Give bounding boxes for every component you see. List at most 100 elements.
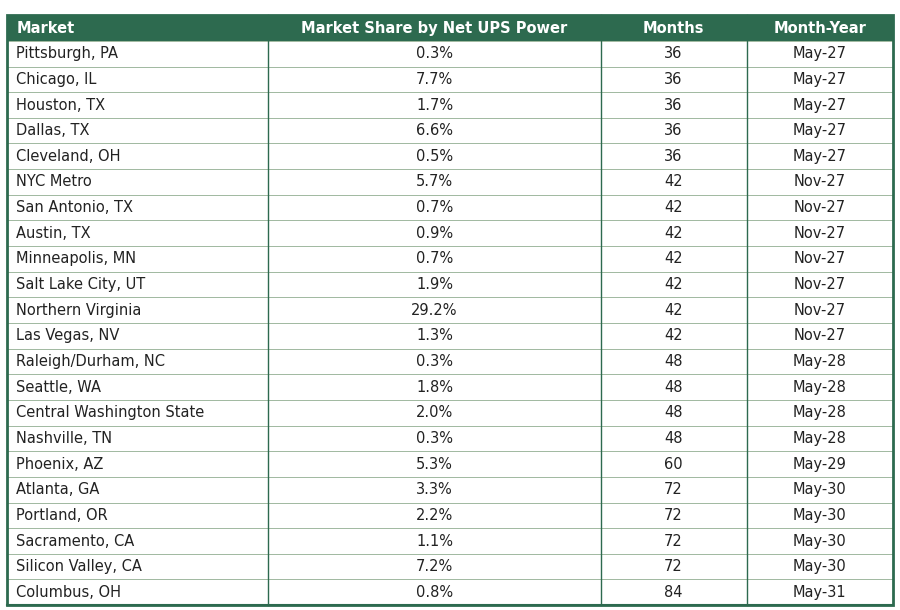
Text: 0.9%: 0.9%: [416, 226, 453, 241]
Text: 0.8%: 0.8%: [416, 585, 453, 600]
Text: Months: Months: [643, 21, 705, 35]
Text: 1.1%: 1.1%: [416, 534, 453, 548]
Bar: [7, 297, 268, 323]
Bar: [747, 118, 893, 143]
Bar: [600, 41, 747, 66]
Text: 7.7%: 7.7%: [416, 72, 453, 87]
Text: 36: 36: [664, 46, 683, 61]
Bar: [600, 195, 747, 220]
Text: Portland, OR: Portland, OR: [16, 508, 108, 523]
Bar: [7, 220, 268, 246]
Bar: [747, 400, 893, 426]
Bar: [268, 92, 600, 118]
Text: Nov-27: Nov-27: [794, 226, 846, 241]
Bar: [600, 503, 747, 528]
Bar: [747, 271, 893, 297]
Text: Silicon Valley, CA: Silicon Valley, CA: [16, 559, 142, 574]
Text: May-29: May-29: [793, 456, 847, 472]
Text: San Antonio, TX: San Antonio, TX: [16, 200, 133, 215]
Bar: [7, 169, 268, 195]
Bar: [268, 554, 600, 580]
Text: Cleveland, OH: Cleveland, OH: [16, 149, 121, 164]
Bar: [268, 246, 600, 271]
Text: Salt Lake City, UT: Salt Lake City, UT: [16, 277, 146, 292]
Bar: [747, 169, 893, 195]
Bar: [7, 92, 268, 118]
Bar: [7, 195, 268, 220]
Bar: [268, 580, 600, 605]
Bar: [747, 323, 893, 349]
Bar: [747, 426, 893, 451]
Bar: [600, 143, 747, 169]
Bar: [268, 400, 600, 426]
Text: 5.3%: 5.3%: [416, 456, 453, 472]
Text: 1.9%: 1.9%: [416, 277, 453, 292]
Bar: [747, 554, 893, 580]
Text: Austin, TX: Austin, TX: [16, 226, 91, 241]
Text: 48: 48: [664, 354, 683, 369]
Bar: [747, 477, 893, 503]
Bar: [747, 451, 893, 477]
Bar: [747, 92, 893, 118]
Text: 0.7%: 0.7%: [416, 251, 453, 267]
Text: Northern Virginia: Northern Virginia: [16, 303, 141, 318]
Text: Market Share by Net UPS Power: Market Share by Net UPS Power: [302, 21, 568, 35]
Text: 42: 42: [664, 251, 683, 267]
Bar: [268, 477, 600, 503]
Text: 60: 60: [664, 456, 683, 472]
Bar: [268, 118, 600, 143]
Text: 42: 42: [664, 328, 683, 343]
Bar: [7, 528, 268, 554]
Bar: [600, 323, 747, 349]
Text: 36: 36: [664, 98, 683, 112]
Text: May-30: May-30: [793, 559, 847, 574]
Bar: [747, 528, 893, 554]
Bar: [7, 323, 268, 349]
Bar: [7, 503, 268, 528]
Bar: [600, 66, 747, 92]
Text: Las Vegas, NV: Las Vegas, NV: [16, 328, 120, 343]
Text: May-30: May-30: [793, 483, 847, 497]
Bar: [600, 220, 747, 246]
Text: Phoenix, AZ: Phoenix, AZ: [16, 456, 104, 472]
Bar: [7, 118, 268, 143]
Text: Nov-27: Nov-27: [794, 328, 846, 343]
Text: 2.0%: 2.0%: [416, 405, 453, 420]
Bar: [600, 580, 747, 605]
Bar: [600, 118, 747, 143]
Bar: [747, 349, 893, 375]
Bar: [600, 451, 747, 477]
Text: Columbus, OH: Columbus, OH: [16, 585, 122, 600]
Text: 2.2%: 2.2%: [416, 508, 453, 523]
Text: 72: 72: [664, 508, 683, 523]
Bar: [7, 375, 268, 400]
Bar: [747, 195, 893, 220]
Bar: [268, 297, 600, 323]
Text: Houston, TX: Houston, TX: [16, 98, 105, 112]
Bar: [268, 220, 600, 246]
Bar: [268, 271, 600, 297]
Bar: [7, 477, 268, 503]
Text: Pittsburgh, PA: Pittsburgh, PA: [16, 46, 118, 61]
Bar: [7, 451, 268, 477]
Text: 29.2%: 29.2%: [411, 303, 458, 318]
Bar: [600, 246, 747, 271]
Bar: [268, 41, 600, 66]
Bar: [268, 451, 600, 477]
Text: 7.2%: 7.2%: [416, 559, 453, 574]
Bar: [600, 426, 747, 451]
Text: 42: 42: [664, 303, 683, 318]
Text: 42: 42: [664, 226, 683, 241]
Text: May-30: May-30: [793, 534, 847, 548]
Text: 36: 36: [664, 123, 683, 138]
Text: 0.3%: 0.3%: [416, 431, 453, 446]
Text: May-31: May-31: [793, 585, 847, 600]
Text: Nov-27: Nov-27: [794, 277, 846, 292]
Bar: [268, 323, 600, 349]
Bar: [7, 66, 268, 92]
Text: 48: 48: [664, 431, 683, 446]
Text: May-27: May-27: [793, 98, 847, 112]
Text: 0.5%: 0.5%: [416, 149, 453, 164]
Bar: [7, 349, 268, 375]
Text: Nov-27: Nov-27: [794, 251, 846, 267]
